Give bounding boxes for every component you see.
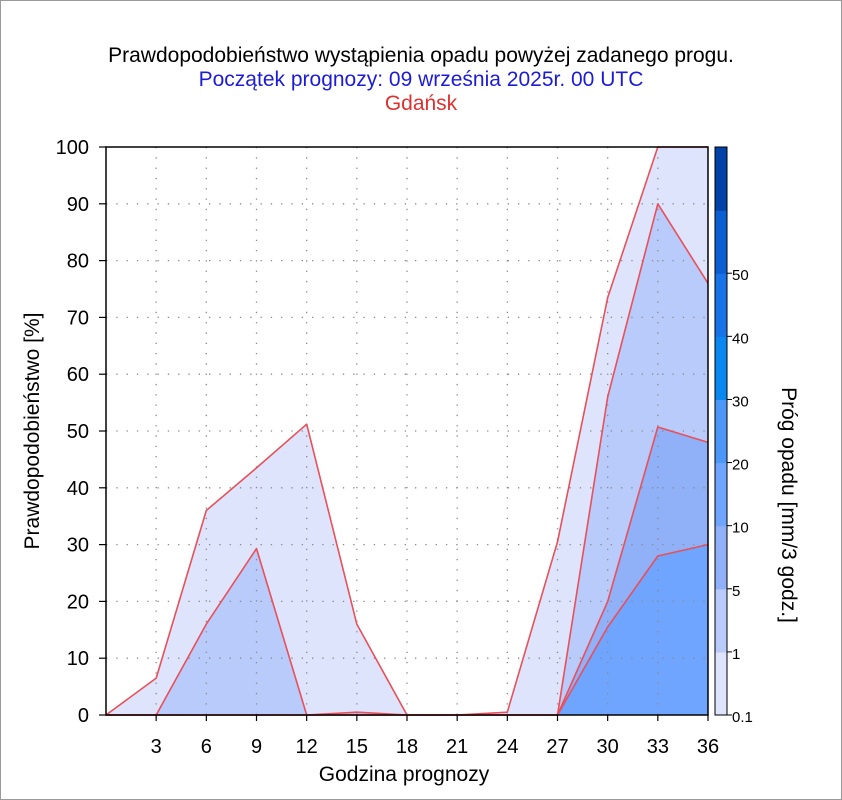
area-threshold-10	[106, 544, 708, 715]
x-tick-label: 33	[647, 736, 669, 758]
colorbar-segment	[715, 525, 727, 590]
x-tick-label: 21	[446, 736, 468, 758]
colorbar-segment	[715, 273, 727, 337]
colorbar-segment	[715, 462, 727, 527]
y-tick-label: 40	[67, 478, 89, 500]
y-tick-label: 10	[67, 648, 89, 670]
y-tick-label: 0	[78, 705, 89, 727]
x-tick-label: 36	[697, 736, 719, 758]
x-tick-label: 12	[296, 736, 318, 758]
colorbar-level-label: 1	[732, 646, 740, 663]
colorbar-segment	[715, 588, 727, 653]
chart-location: Gdańsk	[384, 92, 458, 115]
chart-subtitle: Początek prognozy: 09 września 2025r. 00…	[198, 68, 644, 91]
y-tick-label: 20	[67, 591, 89, 613]
colorbar: 0.1 1 5 10 20 30 40 50	[714, 146, 753, 726]
colorbar-level-label: 50	[732, 267, 749, 284]
colorbar-segment	[715, 651, 727, 716]
x-axis-ticks: 3 6 9 12 15 18 21 24 27 30 33 36	[151, 715, 719, 758]
colorbar-segment	[715, 399, 727, 464]
x-tick-label: 24	[496, 736, 518, 758]
y-tick-label: 100	[56, 137, 89, 159]
y-tick-label: 60	[67, 364, 89, 386]
colorbar-level-label: 0.1	[732, 709, 753, 726]
y-axis-label: Prawdopodobieństwo [%]	[21, 313, 44, 550]
x-tick-label: 6	[201, 736, 212, 758]
area-threshold-1	[106, 203, 708, 716]
y-tick-label: 70	[67, 307, 89, 329]
colorbar-frame	[714, 146, 728, 716]
colorbar-segment	[715, 147, 727, 211]
x-tick-label: 3	[151, 736, 162, 758]
y-tick-label: 80	[67, 251, 89, 273]
x-tick-label: 9	[251, 736, 262, 758]
x-tick-label: 18	[396, 736, 418, 758]
x-tick-label: 15	[346, 736, 368, 758]
chart-title: Prawdopodobieństwo wystąpienia opadu pow…	[108, 44, 734, 67]
y-tick-label: 30	[67, 535, 89, 557]
colorbar-segment	[715, 210, 727, 274]
probability-areas	[106, 147, 708, 716]
colorbar-level-label: 40	[732, 330, 749, 347]
colorbar-label: Próg opadu [mm/3 godz.]	[777, 387, 800, 623]
colorbar-level-label: 20	[732, 457, 749, 474]
colorbar-level-label: 5	[732, 583, 740, 600]
y-axis-ticks: 0 10 20 30 40 50 60 70 80 90 100	[56, 137, 106, 727]
x-tick-label: 27	[546, 736, 568, 758]
colorbar-segment	[715, 336, 727, 401]
y-tick-label: 50	[67, 421, 89, 443]
colorbar-level-label: 30	[732, 393, 749, 410]
y-tick-label: 90	[67, 194, 89, 216]
x-axis-label: Godzina prognozy	[319, 763, 490, 786]
colorbar-level-label: 10	[732, 520, 749, 537]
x-tick-label: 30	[597, 736, 619, 758]
